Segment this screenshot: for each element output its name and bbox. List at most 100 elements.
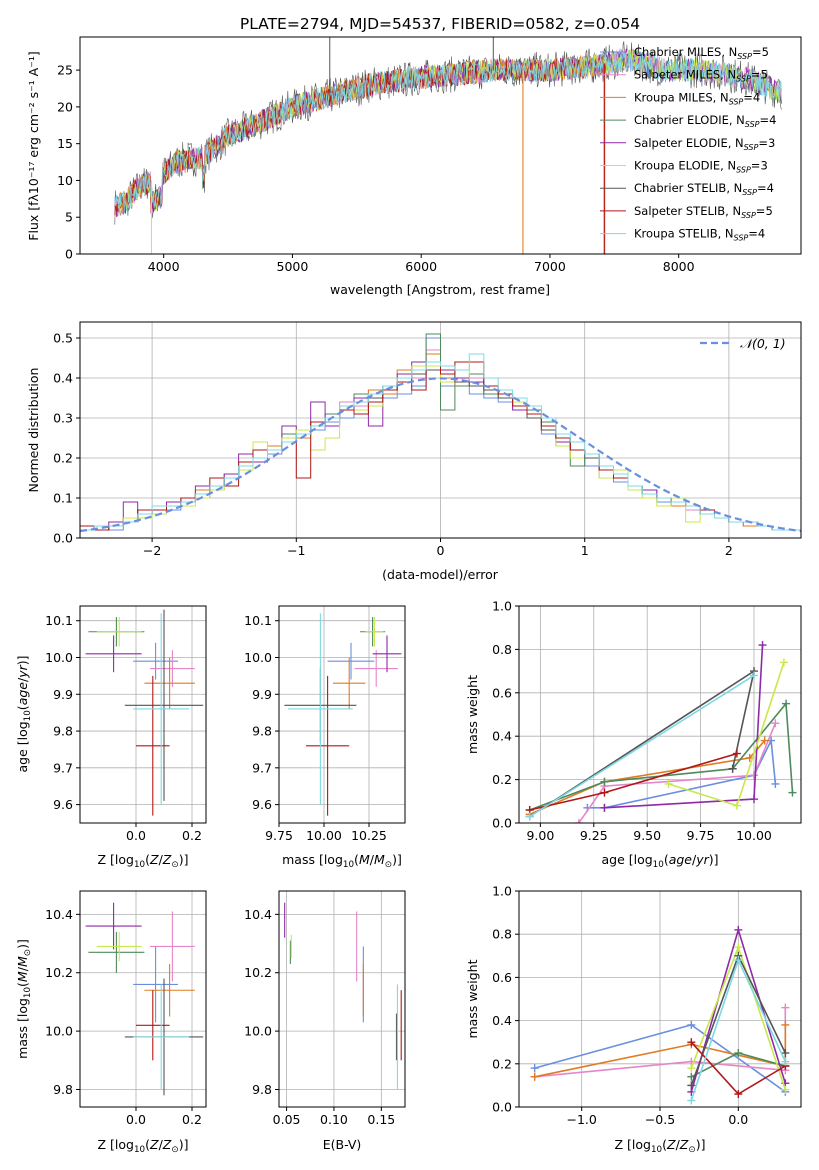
x-tick-label: 10.25 (351, 828, 387, 843)
legend-entry: Kroupa ELODIE, NSSP=3 (634, 159, 768, 175)
legend-n-label: , N (713, 90, 729, 104)
legend-ssp-subscript: SSP (745, 120, 760, 129)
x-axis-label-part: Z (666, 1137, 676, 1152)
error-cross-salpeter-stelib (306, 675, 350, 816)
y-tick-label: 1.0 (492, 599, 512, 614)
panel-age-vs-mass: 9.75 10.00 10.25 9.6 9.7 9.8 9.9 10.0 10.1 mass [… (244, 605, 406, 870)
x-axis-label: mass [log10(M/M⊙)] (282, 852, 402, 870)
weight-line (578, 722, 777, 823)
y-tick-label: 0.2 (53, 451, 73, 466)
y-tick-label: 0.0 (492, 816, 512, 831)
plot-area (80, 322, 801, 538)
x-tick-label: 7000 (534, 259, 566, 274)
legend-equals: = (752, 45, 762, 59)
y-tick-label: 0.8 (492, 927, 512, 942)
legend-nssp-value: 4 (758, 227, 765, 241)
weight-series-salpeter-stelib (525, 749, 741, 814)
weight-line (529, 674, 755, 818)
y-axis-label-part: )] (15, 939, 30, 949)
plot-area (279, 606, 405, 823)
y-tick-label: 9.8 (53, 724, 73, 739)
panel-age-vs-metallicity: 0.0 0.29.69.79.89.910.010.1Z [log10(Z/Z⊙)… (15, 605, 207, 870)
x-axis-label-part: ( (354, 852, 359, 867)
weight-line (604, 645, 764, 809)
legend-model-name: Kroupa ELODIE (634, 159, 720, 173)
error-cross-chabrier-miles (327, 642, 375, 680)
y-tick-label: 0.0 (53, 531, 73, 546)
y-tick-label: 10.1 (244, 613, 272, 628)
x-axis-label-part: Z [log (98, 852, 134, 867)
x-axis-label-part: / (692, 852, 697, 867)
x-axis-label-part: ( (662, 1137, 667, 1152)
x-axis-label-part: 10 (134, 1145, 145, 1155)
x-axis-label-part: / (370, 852, 375, 867)
y-tick-label: 10.0 (45, 1024, 73, 1039)
x-axis-label-part: Z (679, 1137, 689, 1152)
error-cross-salpeter-miles (150, 650, 195, 687)
axes-frame (278, 605, 406, 824)
y-axis-label: mass weight (465, 959, 480, 1038)
error-cross-salpeter-elodie (372, 635, 402, 673)
x-tick-label: −1 (287, 543, 305, 558)
x-axis-label: Z [log10(Z/Z⊙)] (98, 1137, 189, 1155)
plot-area (114, 37, 782, 254)
x-axis-label-part: )] (696, 1137, 706, 1152)
legend-equals: = (743, 90, 753, 104)
legend-entry: Chabrier ELODIE, NSSP=4 (634, 113, 776, 129)
legend-entry: Chabrier MILES, NSSP=5 (634, 45, 769, 61)
y-axis-label-part: 10 (23, 987, 33, 998)
x-axis-label-part: Z (162, 852, 172, 867)
y-tick-label: 9.8 (53, 1082, 73, 1097)
y-tick-label: 10.1 (45, 613, 73, 628)
weight-series-kroupa-stelib (687, 956, 790, 1105)
x-axis-label: E(B-V) (323, 1137, 362, 1152)
y-tick-label: 0.1 (53, 491, 73, 506)
x-axis-label-part: age [log (601, 852, 652, 867)
x-tick-label: −1.0 (566, 1112, 596, 1127)
axes-frame (278, 890, 406, 1108)
x-tick-label: 9.50 (633, 828, 661, 843)
y-tick-label: 9.6 (53, 797, 73, 812)
y-tick-label: 10.4 (244, 907, 272, 922)
y-tick-label: 9.8 (252, 1082, 272, 1097)
x-axis-label: (data-model)/error (382, 567, 499, 582)
x-tick-label: 0 (437, 543, 445, 558)
legend-ssp-subscript: SSP (737, 52, 752, 61)
error-cross-salpeter-stelib (136, 675, 170, 816)
y-tick-label: 0 (65, 247, 73, 262)
x-axis-label-part: 10 (653, 860, 664, 870)
x-tick-label: 2 (725, 543, 733, 558)
y-axis-label-part: / (15, 966, 30, 971)
y-axis-label-part: / (15, 677, 30, 682)
y-tick-label: 10.4 (45, 907, 73, 922)
y-tick-label: 20 (57, 99, 73, 114)
legend-entry: Salpeter STELIB, NSSP=5 (634, 204, 773, 220)
normal-curve (80, 377, 801, 533)
weight-series-kroupa-elodie (687, 943, 790, 1094)
y-axis-label-part: yr (15, 664, 30, 678)
legend-n-label: , N (720, 159, 736, 173)
x-axis-label: wavelength [Angstrom, rest frame] (330, 282, 550, 297)
legend-model-name: Salpeter MILES (634, 68, 720, 82)
x-axis-label: Z [log10(Z/Z⊙)] (98, 852, 189, 870)
x-axis-label-part: 10 (651, 1145, 662, 1155)
legend-ssp-subscript: SSP (736, 166, 751, 175)
legend-model-name: Chabrier STELIB (634, 181, 726, 195)
legend-nssp-value: 4 (753, 90, 760, 104)
legend-nssp-value: 3 (760, 159, 767, 173)
x-axis-label-part: mass [log (282, 852, 343, 867)
panel-mass-vs-extinction: 0.05 0.10 0.15 9.8 10.0 10.2 10.4 E(B-V) (244, 890, 406, 1152)
plot-area (80, 891, 206, 1107)
y-axis-label-part: ⊙ (23, 949, 33, 956)
y-axis-label-part: )] (15, 655, 30, 665)
x-tick-label: −0.5 (645, 1112, 675, 1127)
y-tick-label: 9.9 (53, 687, 73, 702)
legend-nssp-value: 4 (769, 113, 776, 127)
y-tick-label: 10.0 (45, 650, 73, 665)
legend: 𝒩(0, 1) (700, 336, 786, 351)
y-tick-label: 9.6 (252, 797, 272, 812)
x-axis-label-part: ⊙ (688, 1145, 695, 1155)
x-axis-label-part: Z [log (98, 1137, 134, 1152)
x-axis-label-part: 10 (343, 860, 354, 870)
